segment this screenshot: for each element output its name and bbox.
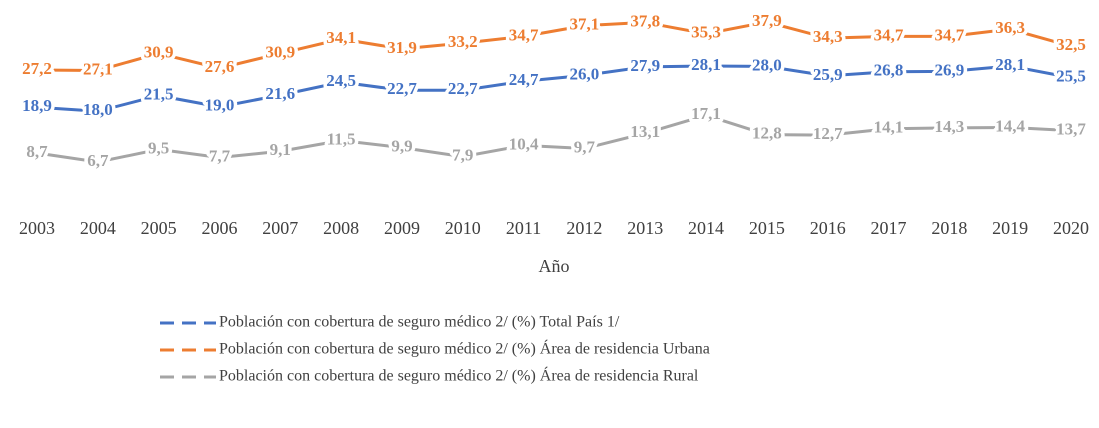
x-tick-label: 2017 <box>871 218 907 238</box>
data-label: 36,3 <box>995 18 1025 37</box>
data-label: 27,9 <box>630 56 660 75</box>
data-label: 33,2 <box>448 32 478 51</box>
x-tick-label: 2010 <box>445 218 481 238</box>
data-label: 28,0 <box>752 55 782 74</box>
data-label: 13,7 <box>1056 119 1086 138</box>
data-label: 7,9 <box>452 146 473 165</box>
x-tick-label: 2012 <box>566 218 602 238</box>
data-label: 34,7 <box>934 25 964 44</box>
x-tick-label: 2004 <box>80 218 116 238</box>
series-line <box>36 113 1072 164</box>
data-label: 27,1 <box>83 59 113 78</box>
x-tick-label: 2006 <box>201 218 237 238</box>
x-tick-label: 2009 <box>384 218 420 238</box>
data-label: 27,2 <box>22 59 52 78</box>
x-tick-label: 2013 <box>627 218 663 238</box>
series-line <box>36 64 1072 113</box>
data-label: 37,9 <box>752 11 782 30</box>
data-label: 30,9 <box>265 42 295 61</box>
data-label: 26,9 <box>934 60 964 79</box>
x-tick-label: 2014 <box>688 218 724 238</box>
data-label: 9,7 <box>574 137 596 156</box>
data-label: 18,0 <box>83 100 113 119</box>
x-tick-label: 2020 <box>1053 218 1089 238</box>
legend-label: Población con cobertura de seguro médico… <box>219 339 710 358</box>
data-label: 6,7 <box>87 151 109 170</box>
data-label: 14,4 <box>995 116 1025 135</box>
data-label: 26,8 <box>874 61 904 80</box>
data-label: 37,8 <box>630 11 660 30</box>
data-label: 14,3 <box>934 117 964 136</box>
data-label: 9,5 <box>148 138 169 157</box>
x-tick-label: 2015 <box>749 218 785 238</box>
x-tick-label: 2003 <box>19 218 55 238</box>
data-label: 26,0 <box>570 64 600 83</box>
data-label: 12,8 <box>752 124 782 143</box>
data-label: 34,7 <box>509 25 539 44</box>
x-tick-label: 2007 <box>262 218 298 238</box>
data-label: 18,9 <box>22 96 52 115</box>
series-line <box>36 20 1072 72</box>
data-label: 17,1 <box>691 104 721 123</box>
data-label: 9,1 <box>270 140 291 159</box>
data-label: 10,4 <box>509 134 539 153</box>
x-tick-label: 2016 <box>810 218 846 238</box>
data-label: 12,7 <box>813 124 843 143</box>
data-label: 35,3 <box>691 23 721 42</box>
x-tick-label: 2011 <box>506 218 541 238</box>
data-label: 34,7 <box>874 25 904 44</box>
data-label: 14,1 <box>874 118 904 137</box>
data-label: 34,3 <box>813 27 843 46</box>
data-label: 30,9 <box>144 42 174 61</box>
x-tick-label: 2019 <box>992 218 1028 238</box>
data-label: 9,9 <box>391 137 412 156</box>
data-label: 34,1 <box>326 28 356 47</box>
data-label: 32,5 <box>1056 35 1086 54</box>
legend-label: Población con cobertura de seguro médico… <box>219 366 699 385</box>
data-label: 21,5 <box>144 84 174 103</box>
x-tick-label: 2008 <box>323 218 359 238</box>
data-label: 28,1 <box>995 55 1025 74</box>
data-label: 25,5 <box>1056 67 1086 86</box>
data-label: 13,1 <box>630 122 660 141</box>
data-label: 7,7 <box>209 146 231 165</box>
x-tick-label: 2005 <box>141 218 177 238</box>
data-label: 22,7 <box>387 79 417 98</box>
data-label: 27,6 <box>205 57 235 76</box>
data-label: 21,6 <box>265 84 295 103</box>
data-label: 31,9 <box>387 38 417 57</box>
data-label: 22,7 <box>448 79 478 98</box>
legend-label: Población con cobertura de seguro médico… <box>219 314 620 331</box>
data-label: 25,9 <box>813 65 843 84</box>
data-label: 24,7 <box>509 70 539 89</box>
data-label: 37,1 <box>570 14 600 33</box>
data-label: 8,7 <box>26 142 48 161</box>
data-label: 28,1 <box>691 55 721 74</box>
x-axis-label: Año <box>539 256 570 276</box>
x-tick-label: 2018 <box>931 218 967 238</box>
data-label: 24,5 <box>326 71 356 90</box>
data-label: 19,0 <box>205 96 235 115</box>
data-label: 11,5 <box>327 129 356 148</box>
